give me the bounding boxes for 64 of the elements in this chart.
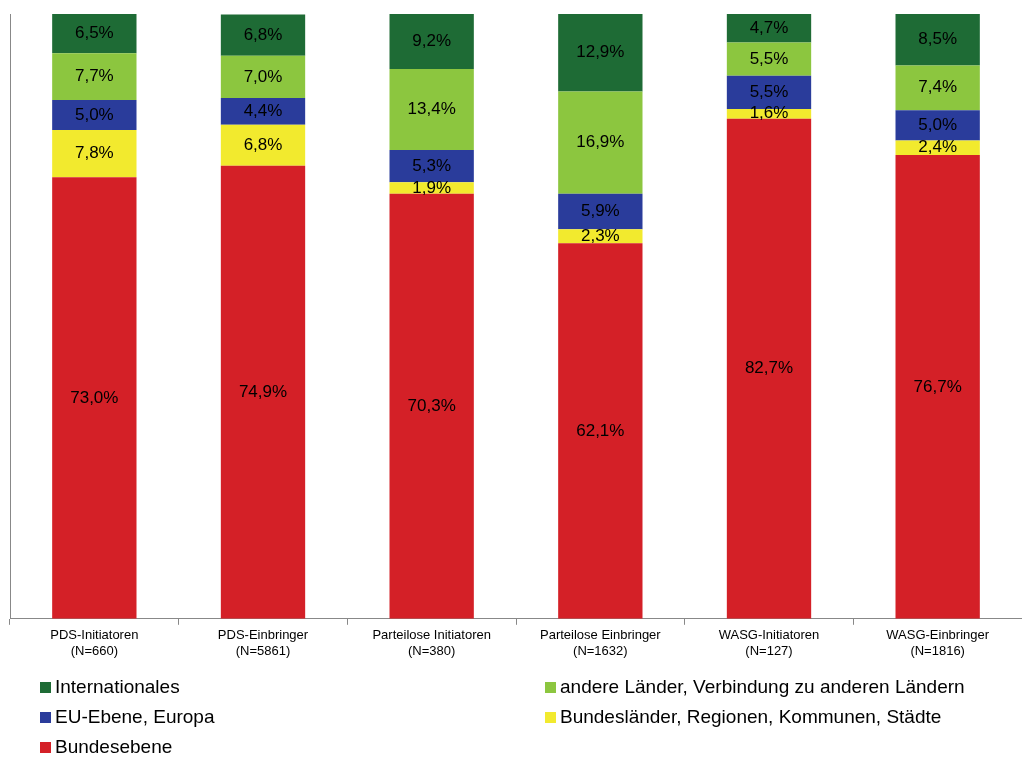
data-label: 7,8% — [74, 143, 114, 163]
bar — [52, 177, 137, 619]
data-label: 70,3% — [407, 395, 456, 415]
data-label: 2,4% — [918, 137, 958, 157]
bar — [389, 150, 474, 183]
data-label: 6,5% — [74, 23, 114, 43]
data-label: 5,3% — [412, 155, 452, 175]
data-label: 13,4% — [407, 99, 456, 119]
bar — [726, 118, 812, 619]
bar — [220, 55, 306, 99]
data-label: 7,7% — [74, 66, 114, 86]
data-label: 4,4% — [243, 101, 283, 121]
data-label: 74,9% — [238, 381, 288, 401]
data-label: 1,9% — [412, 177, 452, 197]
bar — [220, 124, 306, 166]
data-label: 62,1% — [576, 420, 625, 440]
data-label: 2,3% — [580, 225, 620, 245]
x-tick-label: WASG-Einbringer (N=1816) — [886, 627, 990, 658]
data-label: 82,7% — [744, 358, 794, 378]
bar — [52, 130, 137, 178]
bar — [220, 165, 306, 619]
bar — [220, 14, 306, 56]
legend-label: Internationales — [55, 676, 180, 698]
data-label: 73,0% — [70, 387, 119, 407]
bar — [895, 14, 980, 66]
data-label: 5,5% — [749, 48, 789, 68]
bar — [389, 69, 474, 151]
data-label: 8,5% — [918, 29, 958, 49]
bar — [558, 14, 643, 92]
data-label: 4,7% — [749, 17, 789, 37]
data-label: 5,9% — [580, 201, 620, 221]
bar — [389, 14, 474, 70]
data-label: 7,0% — [243, 66, 283, 86]
legend-label: andere Länder, Verbindung zu anderen Ländern — [560, 676, 965, 698]
data-label: 7,4% — [918, 77, 958, 97]
bar — [895, 154, 980, 619]
data-label: 76,7% — [913, 376, 962, 396]
bar — [558, 91, 643, 194]
data-label: 6,8% — [243, 24, 283, 44]
data-label: 5,0% — [918, 114, 958, 134]
x-tick-label: Parteilose Initiatoren (N=380) — [372, 627, 491, 658]
data-label: 16,9% — [576, 132, 625, 152]
bar — [726, 42, 812, 76]
bar — [895, 65, 980, 111]
data-label: 1,6% — [749, 103, 789, 123]
data-label: 9,2% — [412, 30, 452, 50]
x-tick-label: WASG-Initiatoren (N=127) — [718, 627, 820, 658]
x-tick-label: Parteilose Einbringer (N=1632) — [539, 627, 662, 658]
legend-label: Bundesebene — [55, 736, 173, 758]
legend-label: EU-Ebene, Europa — [55, 706, 215, 728]
bar — [52, 99, 137, 131]
x-tick-label: PDS-Initiatoren (N=660) — [50, 627, 139, 658]
bar — [52, 53, 137, 100]
bar — [52, 14, 137, 54]
data-label: 6,8% — [243, 134, 283, 154]
data-label: 5,5% — [749, 82, 789, 102]
data-label: 5,0% — [74, 104, 114, 124]
data-label: 12,9% — [576, 42, 625, 62]
bar — [558, 243, 643, 619]
bar — [558, 193, 643, 230]
bar — [220, 98, 306, 125]
bar — [389, 193, 474, 619]
x-tick-label: PDS-Einbringer (N=5861) — [217, 627, 309, 658]
legend-label: Bundesländer, Regionen, Kommunen, Städte — [560, 706, 942, 728]
